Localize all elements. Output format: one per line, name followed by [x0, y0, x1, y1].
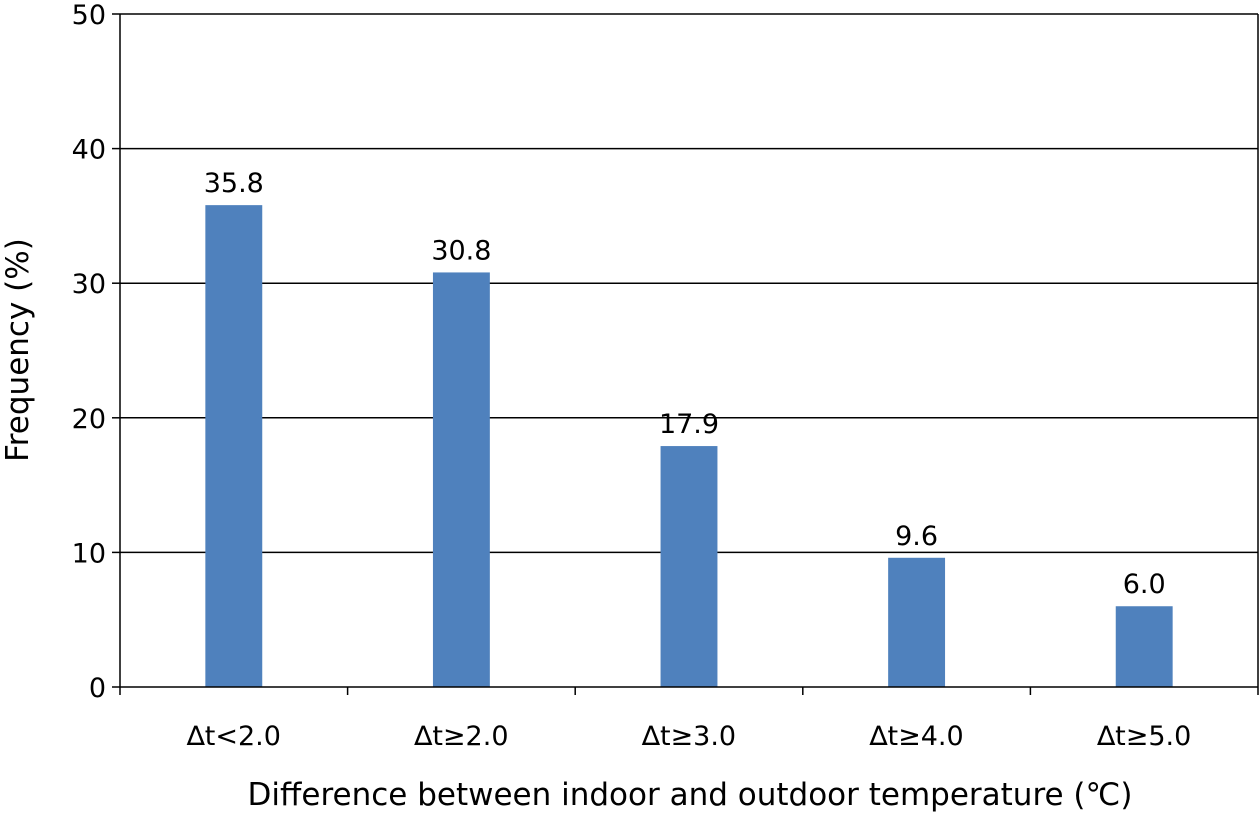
y-tick-label: 0: [89, 673, 106, 704]
y-tick-labels: 0 10 20 30 40 50: [72, 0, 106, 704]
x-axis-title: Difference between indoor and outdoor te…: [248, 777, 1133, 813]
y-tick-label: 40: [72, 135, 106, 166]
gridlines: [120, 13, 1258, 554]
y-tick-label: 30: [72, 269, 106, 300]
x-tick-labels: ∆t<2.0 ∆t≥2.0 ∆t≥3.0 ∆t≥4.0 ∆t≥5.0: [186, 721, 1192, 752]
x-tick-label: ∆t≥2.0: [413, 721, 508, 752]
y-tick-label: 50: [72, 0, 106, 31]
y-tick-label: 10: [72, 538, 106, 569]
bar: [1115, 606, 1173, 687]
data-label: 17.9: [659, 409, 719, 440]
x-tick-label: ∆t≥4.0: [868, 721, 963, 752]
bar: [660, 446, 718, 687]
y-axis-title: Frequency (%): [0, 238, 36, 462]
x-tick-label: ∆t≥5.0: [1096, 721, 1191, 752]
bar: [888, 557, 946, 687]
bar: [432, 272, 490, 687]
data-label: 6.0: [1123, 569, 1166, 600]
data-label: 30.8: [431, 235, 491, 266]
bars: [205, 205, 1173, 687]
bar: [205, 205, 263, 687]
data-label: 35.8: [204, 168, 264, 199]
x-tick-label: ∆t<2.0: [186, 721, 281, 752]
axes: [112, 13, 1259, 695]
data-labels: 35.8 30.8 17.9 9.6 6.0: [204, 168, 1166, 600]
data-label: 9.6: [895, 521, 938, 552]
x-tick-label: ∆t≥3.0: [641, 721, 736, 752]
y-tick-label: 20: [72, 404, 106, 435]
